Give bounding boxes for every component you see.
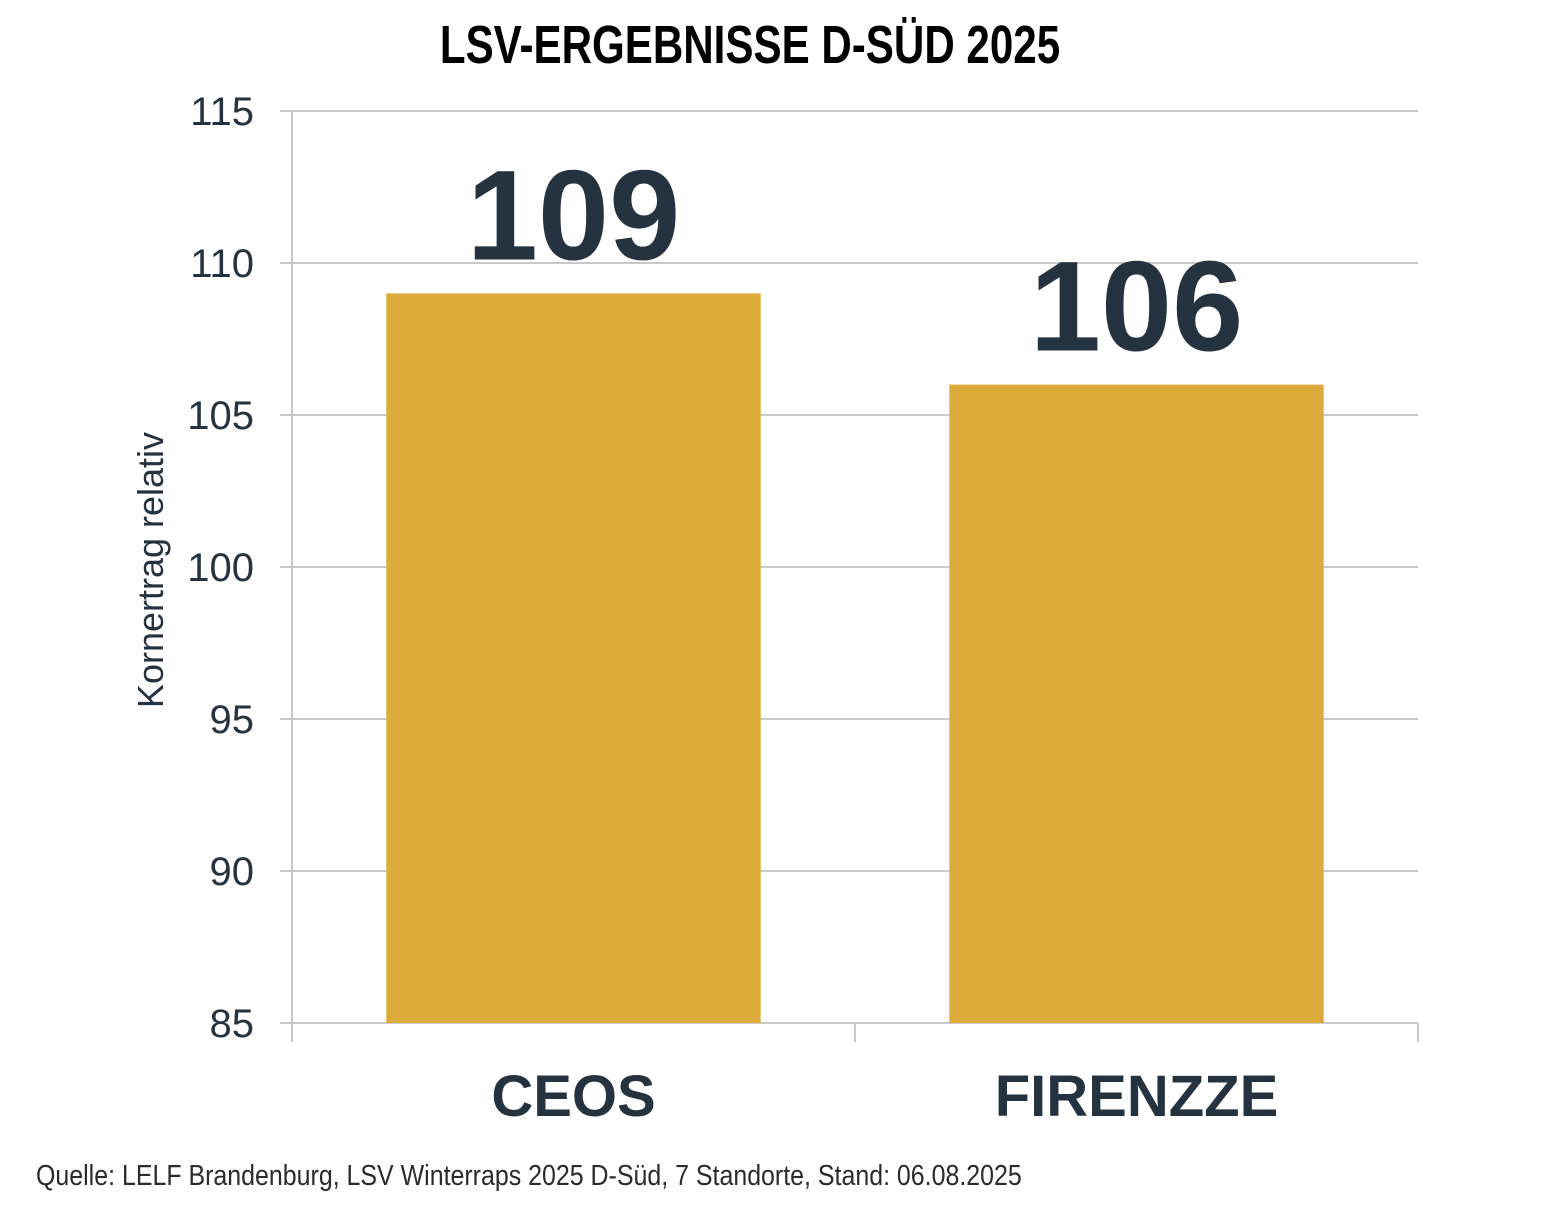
x-tick-label: FIRENZZE xyxy=(995,1064,1279,1129)
y-tick-label: 90 xyxy=(210,850,255,894)
x-tick-labels: CEOS FIRENZZE xyxy=(491,1064,1278,1129)
data-labels: 109 106 xyxy=(467,144,1244,378)
source-note: Quelle: LELF Brandenburg, LSV Winterraps… xyxy=(36,1160,1022,1192)
y-tick-label: 110 xyxy=(190,242,254,286)
y-axis-label: Kornertrag relativ xyxy=(130,432,171,708)
bar-firenzze xyxy=(949,384,1324,1024)
y-tick-label: 105 xyxy=(187,394,254,438)
y-tick-labels: 85 90 95 100 105 110 115 xyxy=(187,90,254,1046)
y-tick-label: 95 xyxy=(210,698,255,742)
x-tick-label: CEOS xyxy=(491,1064,655,1129)
y-tick-label: 100 xyxy=(187,546,254,590)
y-tick-label: 115 xyxy=(190,90,254,134)
chart-title: LSV-ERGEBNISSE D-SÜD 2025 xyxy=(439,15,1061,75)
bar-ceos xyxy=(386,293,761,1023)
bars xyxy=(386,293,1324,1024)
data-label: 109 xyxy=(467,144,681,287)
y-tick-label: 85 xyxy=(210,1002,255,1046)
data-label: 106 xyxy=(1030,236,1244,379)
